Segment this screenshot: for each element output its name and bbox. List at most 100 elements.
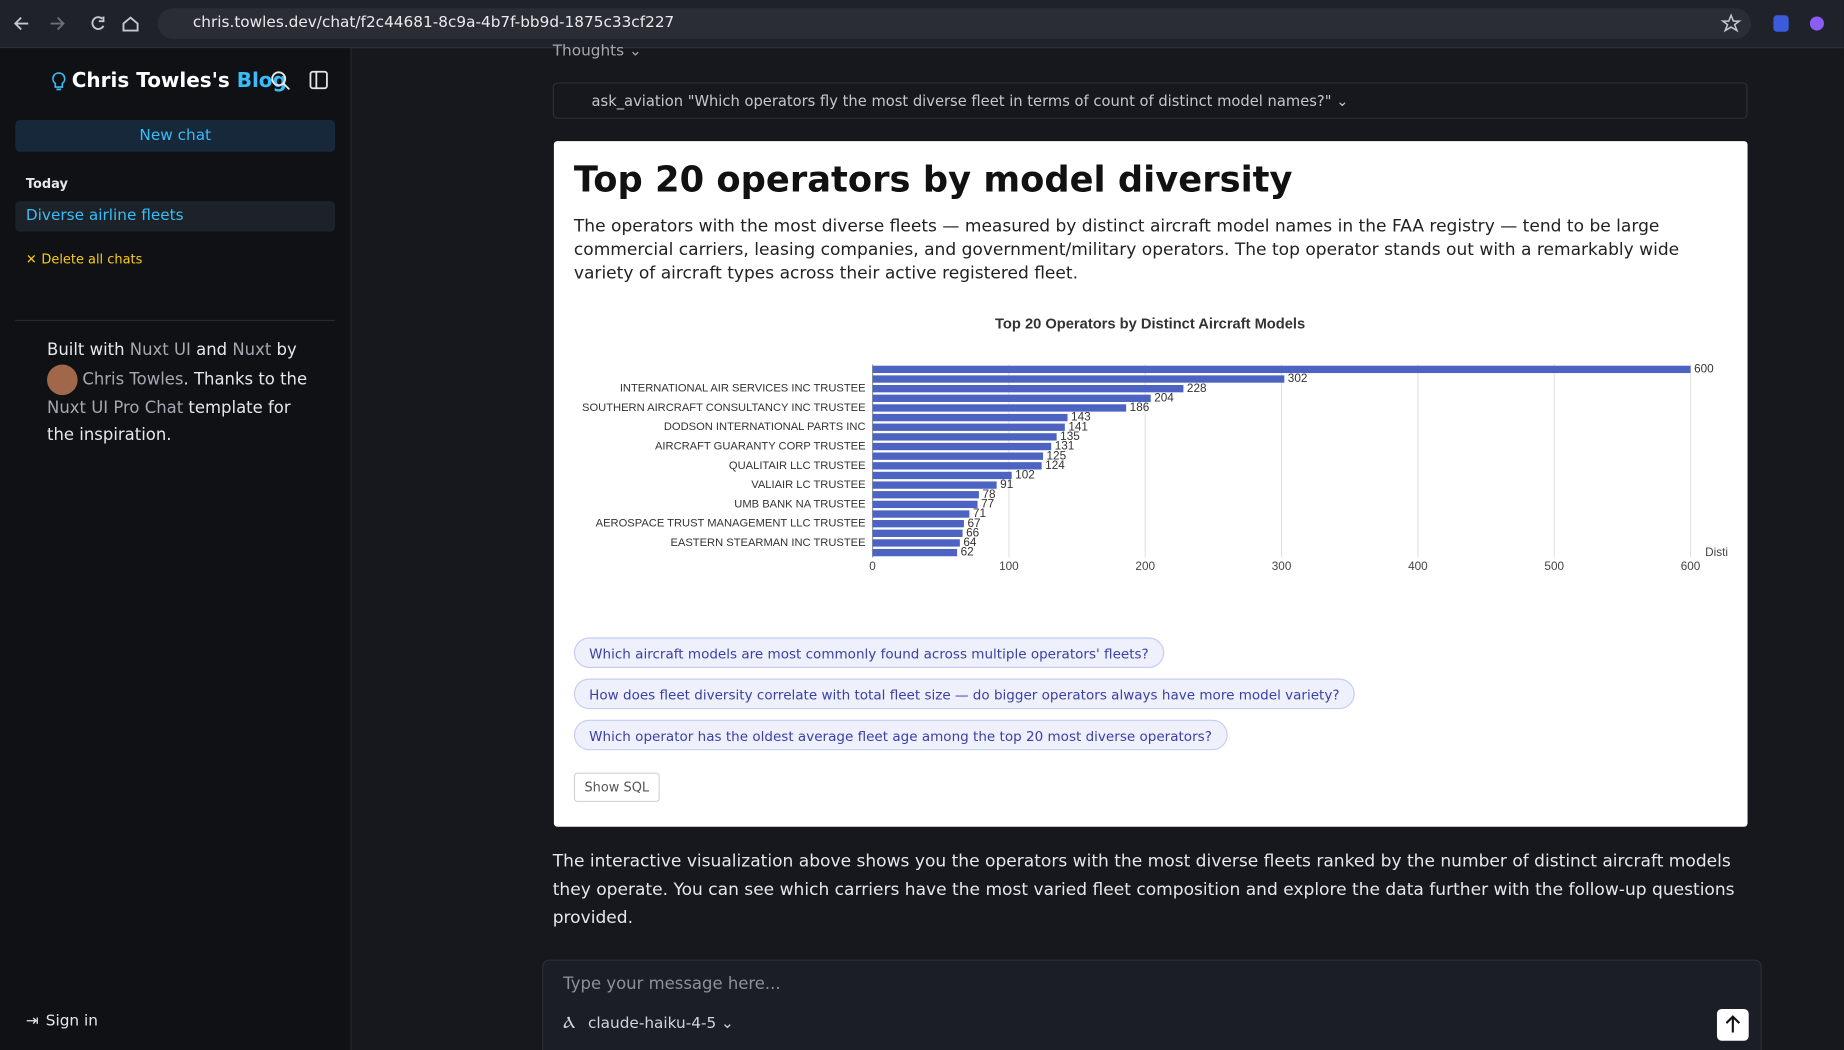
text: and — [196, 341, 228, 360]
sign-in[interactable]: ⇥ Sign in — [25, 1012, 98, 1031]
data-label: 124 — [1045, 459, 1065, 472]
footer-text: Built with Nuxt UI and Nuxt by Chris Tow… — [47, 338, 317, 450]
send-icon — [1725, 1015, 1741, 1033]
y-tick-label: INTERNATIONAL AIR SERVICES INC TRUSTEE — [620, 383, 866, 395]
data-label: 64 — [963, 536, 977, 549]
chart-title: Top 20 Operators by Distinct Aircraft Mo… — [995, 316, 1305, 332]
logo-icon — [52, 72, 66, 91]
bar — [872, 491, 979, 499]
x-axis-label: Disti — [1705, 546, 1728, 559]
y-tick-label: VALIAIR LC TRUSTEE — [751, 479, 865, 491]
bar — [872, 529, 963, 537]
card-description: The operators with the most diverse flee… — [573, 217, 1680, 284]
thoughts-toggle[interactable]: Thoughts ⌄ — [552, 42, 642, 60]
data-label: 204 — [1154, 391, 1174, 404]
model-selector[interactable]: claude-haiku-4-5 ⌄ — [588, 1014, 734, 1033]
data-label: 62 — [961, 546, 974, 559]
y-tick-label: AIRCRAFT GUARANTY CORP TRUSTEE — [655, 440, 866, 452]
y-tick-label: AEROSPACE TRUST MANAGEMENT LLC TRUSTEE — [596, 518, 866, 530]
y-tick-label: QUALITAIR LLC TRUSTEE — [729, 460, 866, 472]
bar — [872, 404, 1127, 412]
show-sql-button[interactable]: Show SQL — [573, 772, 660, 803]
tool-call-text: ask_aviation "Which operators fly the mo… — [591, 91, 1332, 110]
sidebar: Chris Towles's Blog New chat Today Diver… — [0, 48, 352, 1050]
x-tick-label: 200 — [1135, 560, 1155, 573]
text: template for the inspiration. — [47, 398, 291, 445]
data-label: 135 — [1060, 430, 1080, 443]
data-label: 131 — [1055, 440, 1075, 453]
new-chat-button[interactable]: New chat — [15, 119, 336, 152]
x-tick-label: 300 — [1272, 560, 1292, 573]
delete-all-chats[interactable]: ✕ Delete all chats — [25, 251, 143, 267]
brand-name: Chris Towles's — [71, 69, 230, 93]
data-label: 77 — [981, 497, 994, 510]
assistant-message: The interactive visualization above show… — [552, 852, 1735, 928]
data-label: 141 — [1068, 420, 1088, 433]
text: by — [276, 341, 297, 360]
brand[interactable]: Chris Towles's Blog — [72, 69, 287, 93]
text: . Thanks to the — [183, 370, 308, 390]
result-card: Top 20 operators by model diversity The … — [553, 141, 1748, 827]
bar — [872, 481, 997, 489]
send-button[interactable] — [1716, 1009, 1749, 1041]
bar — [872, 375, 1285, 383]
link[interactable]: Nuxt UI Pro Chat — [47, 398, 184, 418]
link[interactable]: Chris Towles — [82, 370, 184, 390]
message-input[interactable]: Type your message here... Ⲁ claude-haiku… — [542, 959, 1762, 1050]
x-tick-label: 0 — [869, 560, 876, 573]
bar — [872, 510, 970, 518]
bar — [872, 548, 958, 557]
bar — [872, 442, 1052, 451]
link[interactable]: Nuxt UI — [129, 341, 191, 360]
data-label: 143 — [1071, 411, 1091, 424]
y-tick-label: EASTERN STEARMAN INC TRUSTEE — [670, 537, 865, 549]
data-label: 302 — [1288, 372, 1308, 385]
x-tick-label: 600 — [1681, 560, 1701, 573]
x-tick-label: 100 — [999, 560, 1019, 573]
link[interactable]: Nuxt — [232, 341, 272, 360]
section-label: Today — [25, 176, 68, 192]
bar — [872, 500, 978, 509]
suggestion[interactable]: How does fleet diversity correlate with … — [573, 678, 1355, 710]
chart: Top 20 Operators by Distinct Aircraft Mo… — [582, 316, 1728, 573]
data-label: 600 — [1694, 362, 1714, 375]
browser-bar: chris.towles.dev/chat/f2c44681-8c9a-4b7f… — [0, 0, 1844, 49]
bar — [872, 452, 1043, 460]
data-label: 228 — [1187, 382, 1207, 395]
model-name: claude-haiku-4-5 — [588, 1014, 717, 1033]
data-label: 78 — [982, 488, 996, 501]
card-title: Top 20 operators by model diversity — [573, 159, 1293, 202]
tool-call[interactable]: ask_aviation "Which operators fly the mo… — [552, 82, 1748, 119]
data-label: 186 — [1130, 401, 1150, 414]
data-label: 91 — [1000, 478, 1013, 491]
avatar — [47, 364, 78, 396]
bar — [872, 462, 1042, 470]
bar — [872, 413, 1068, 422]
toolbar-icons — [1720, 13, 1824, 33]
text: Built with — [47, 341, 125, 360]
data-label: 66 — [966, 526, 980, 539]
suggestion[interactable]: Which aircraft models are most commonly … — [573, 637, 1165, 668]
chat-item[interactable]: Diverse airline fleets — [15, 201, 336, 232]
bar — [872, 385, 1184, 393]
data-label: 67 — [967, 517, 980, 530]
x-tick-label: 400 — [1408, 560, 1428, 573]
y-tick-label: DODSON INTERNATIONAL PARTS INC — [664, 421, 866, 433]
input-placeholder: Type your message here... — [563, 974, 781, 994]
bar — [872, 471, 1012, 480]
suggestion[interactable]: Which operator has the oldest average fl… — [573, 719, 1228, 751]
sidebar-icons — [271, 70, 328, 91]
data-label: 71 — [973, 507, 986, 520]
bar — [872, 539, 960, 547]
y-tick-label: UMB BANK NA TRUSTEE — [734, 498, 865, 510]
data-label: 102 — [1015, 469, 1035, 482]
model-icon: Ⲁ — [563, 1013, 576, 1033]
nav-icons — [13, 16, 139, 32]
bar — [872, 520, 964, 528]
data-label: 125 — [1047, 449, 1067, 462]
bar — [872, 433, 1057, 441]
delete-label: Delete all chats — [41, 251, 143, 267]
bar — [872, 365, 1691, 374]
separator — [15, 319, 336, 322]
address-bar[interactable]: chris.towles.dev/chat/f2c44681-8c9a-4b7f… — [157, 8, 1752, 39]
